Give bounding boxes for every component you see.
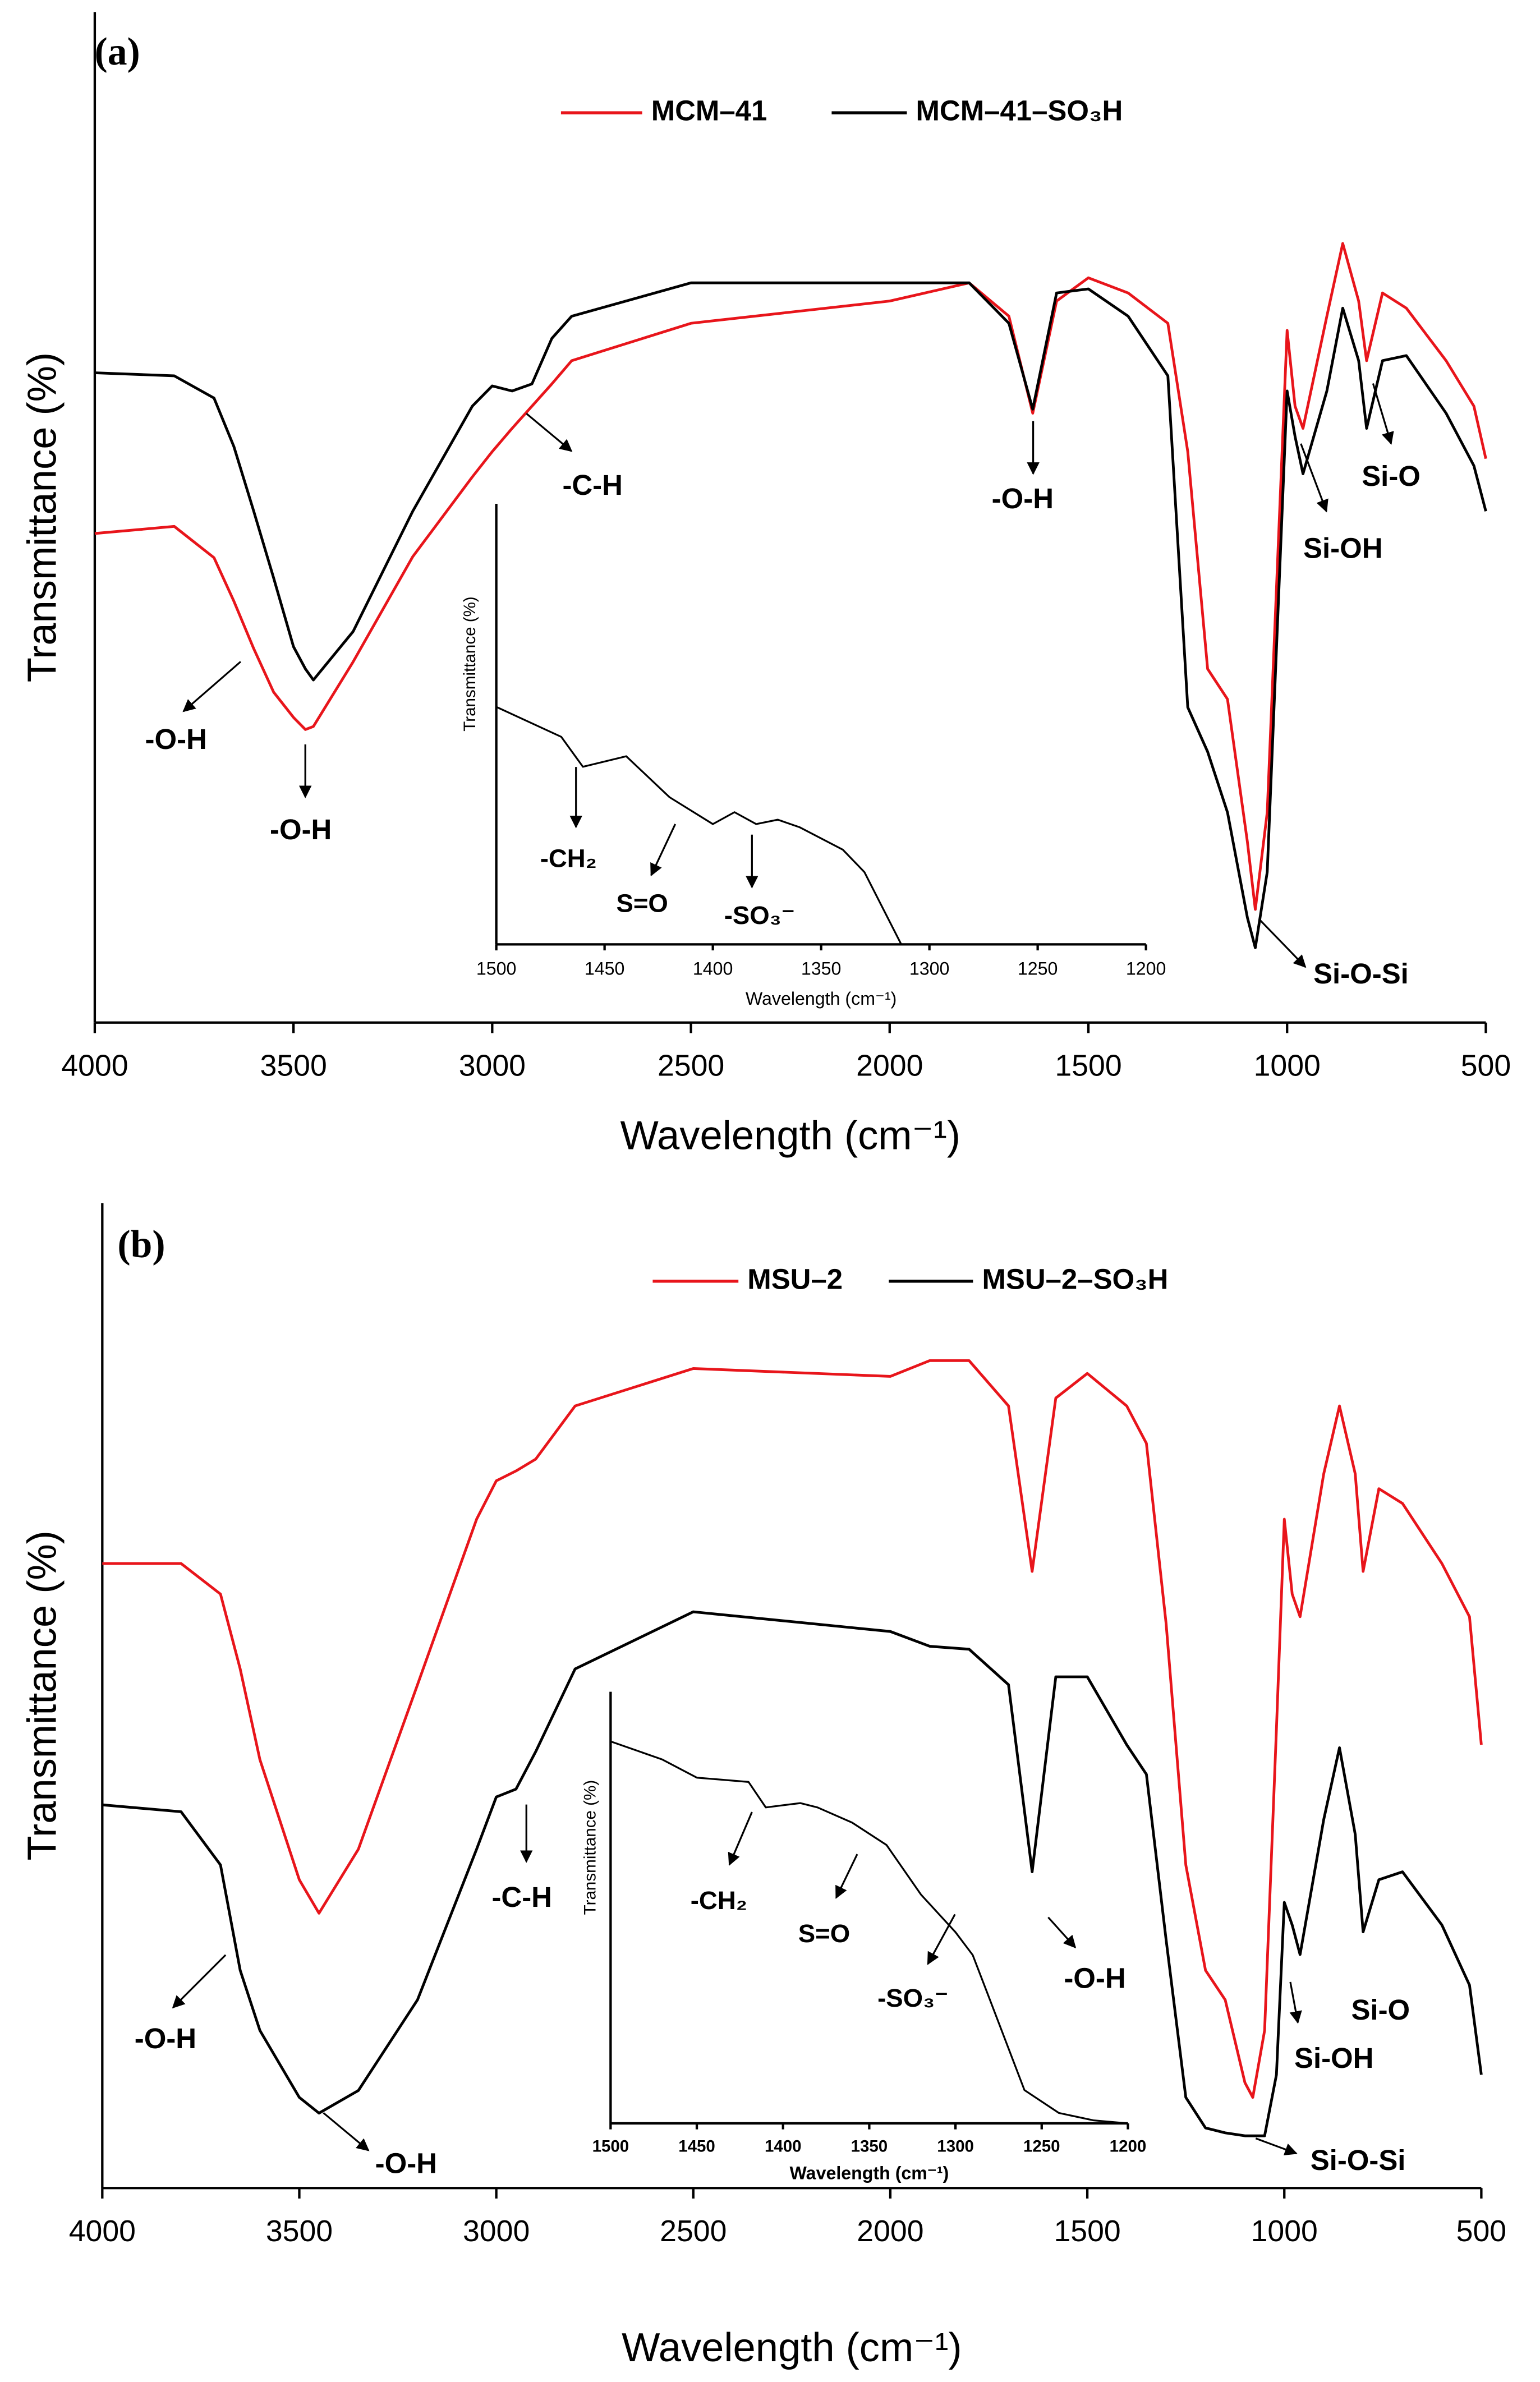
spectrum-line [94,242,1487,911]
x-tick-label: 500 [1456,2214,1506,2248]
legend-label: MCM–41 [651,94,767,126]
annotation-arrow [728,1811,753,1866]
annotation: -CH₂ [540,844,597,872]
annotation: -O-H [1064,1962,1125,1994]
annotation: -O-H [135,2022,196,2054]
x-tick-label: 1350 [801,958,842,978]
annotation-arrow [835,1854,858,1899]
x-tick-label: 500 [1461,1049,1511,1082]
annotation: Si-O [1362,460,1421,492]
x-tick-label: 3500 [266,2214,333,2248]
x-tick-label: 1400 [693,958,733,978]
annotation: -O-H [375,2147,437,2179]
annotation-arrow [927,1914,956,1965]
annotation: Si-O-Si [1311,2144,1406,2176]
x-tick-label: 1250 [1018,958,1058,978]
annotation-arrow [650,824,677,877]
annotation: Si-OH [1294,2042,1373,2074]
annotation: S=O [798,1919,850,1948]
x-tick-label: 1500 [1055,1049,1121,1082]
x-tick-label: 1450 [678,2137,715,2156]
annotation-arrow [1259,919,1307,968]
x-tick-label: 3000 [459,1049,526,1082]
x-tick-label: 2500 [660,2214,727,2248]
x-tick-label: 1500 [476,958,517,978]
annotation: -O-H [270,813,332,845]
legend-label: MSU–2–SO₃H [982,1263,1168,1295]
x-tick-label: 2500 [658,1049,724,1082]
annotation: -O-H [145,723,207,755]
x-tick-label: 2000 [857,2214,923,2248]
annotation: -SO₃⁻ [724,901,795,930]
x-tick-label: 1500 [1054,2214,1120,2248]
x-tick-label: 1000 [1251,2214,1318,2248]
x-tick-label: 1450 [585,958,625,978]
spectrum-line [610,1740,1128,2125]
annotation: -C-H [562,469,622,501]
x-axis-label: Wavelength (cm⁻¹) [622,2325,962,2370]
x-axis-label: Wavelength (cm⁻¹) [790,2163,949,2183]
annotation: Si-OH [1303,532,1382,564]
legend-label: MSU–2 [747,1263,843,1295]
spectrum-line [495,706,902,945]
x-tick-label: 4000 [69,2214,136,2248]
x-tick-label: 2000 [856,1049,923,1082]
annotation-arrow [526,412,573,452]
annotation-arrow [323,2112,370,2151]
y-axis-label: Transmittance (%) [461,596,479,732]
annotation: Si-O-Si [1313,958,1409,990]
spectrum-line [102,1359,1483,2099]
x-tick-label: 3000 [463,2214,530,2248]
x-tick-label: 1000 [1254,1049,1321,1082]
x-tick-label: 1350 [851,2137,888,2156]
x-tick-label: 4000 [61,1049,128,1082]
panel-label: (b) [117,1223,165,1266]
panel-label: (a) [95,30,140,73]
annotation: -CH₂ [691,1886,747,1915]
annotation-arrow [172,1954,227,2009]
x-tick-label: 1200 [1126,958,1166,978]
x-tick-label: 1300 [937,2137,974,2156]
legend-label: MCM–41–SO₃H [916,94,1123,126]
x-axis-label: Wavelength (cm⁻¹) [746,988,897,1009]
x-tick-label: 1200 [1110,2137,1147,2156]
spectrum-line [94,281,1487,949]
annotation: S=O [616,889,668,918]
annotation-arrow [1289,1981,1302,2024]
annotation: -SO₃⁻ [877,1984,948,2012]
annotation-arrow [1047,1916,1077,1948]
annotation: Si-O [1351,1994,1410,2026]
annotation: -C-H [491,1881,551,1913]
annotation: -O-H [992,482,1054,514]
x-tick-label: 3500 [260,1049,327,1082]
x-axis-label: Wavelength (cm⁻¹) [620,1112,960,1158]
y-axis-label: Transmittance (%) [581,1780,599,1915]
x-tick-label: 1500 [592,2137,629,2156]
spectrum-line [102,1610,1483,2137]
x-tick-label: 1400 [765,2137,802,2156]
x-tick-label: 1300 [909,958,950,978]
y-axis-label: Transmittance (%) [20,1530,65,1860]
annotation-arrow [1372,383,1394,445]
annotation-arrow [1255,2137,1298,2156]
annotation-arrow [182,661,241,712]
annotation-arrow [1300,443,1328,513]
y-axis-label: Transmittance (%) [20,352,65,682]
x-tick-label: 1250 [1023,2137,1060,2156]
